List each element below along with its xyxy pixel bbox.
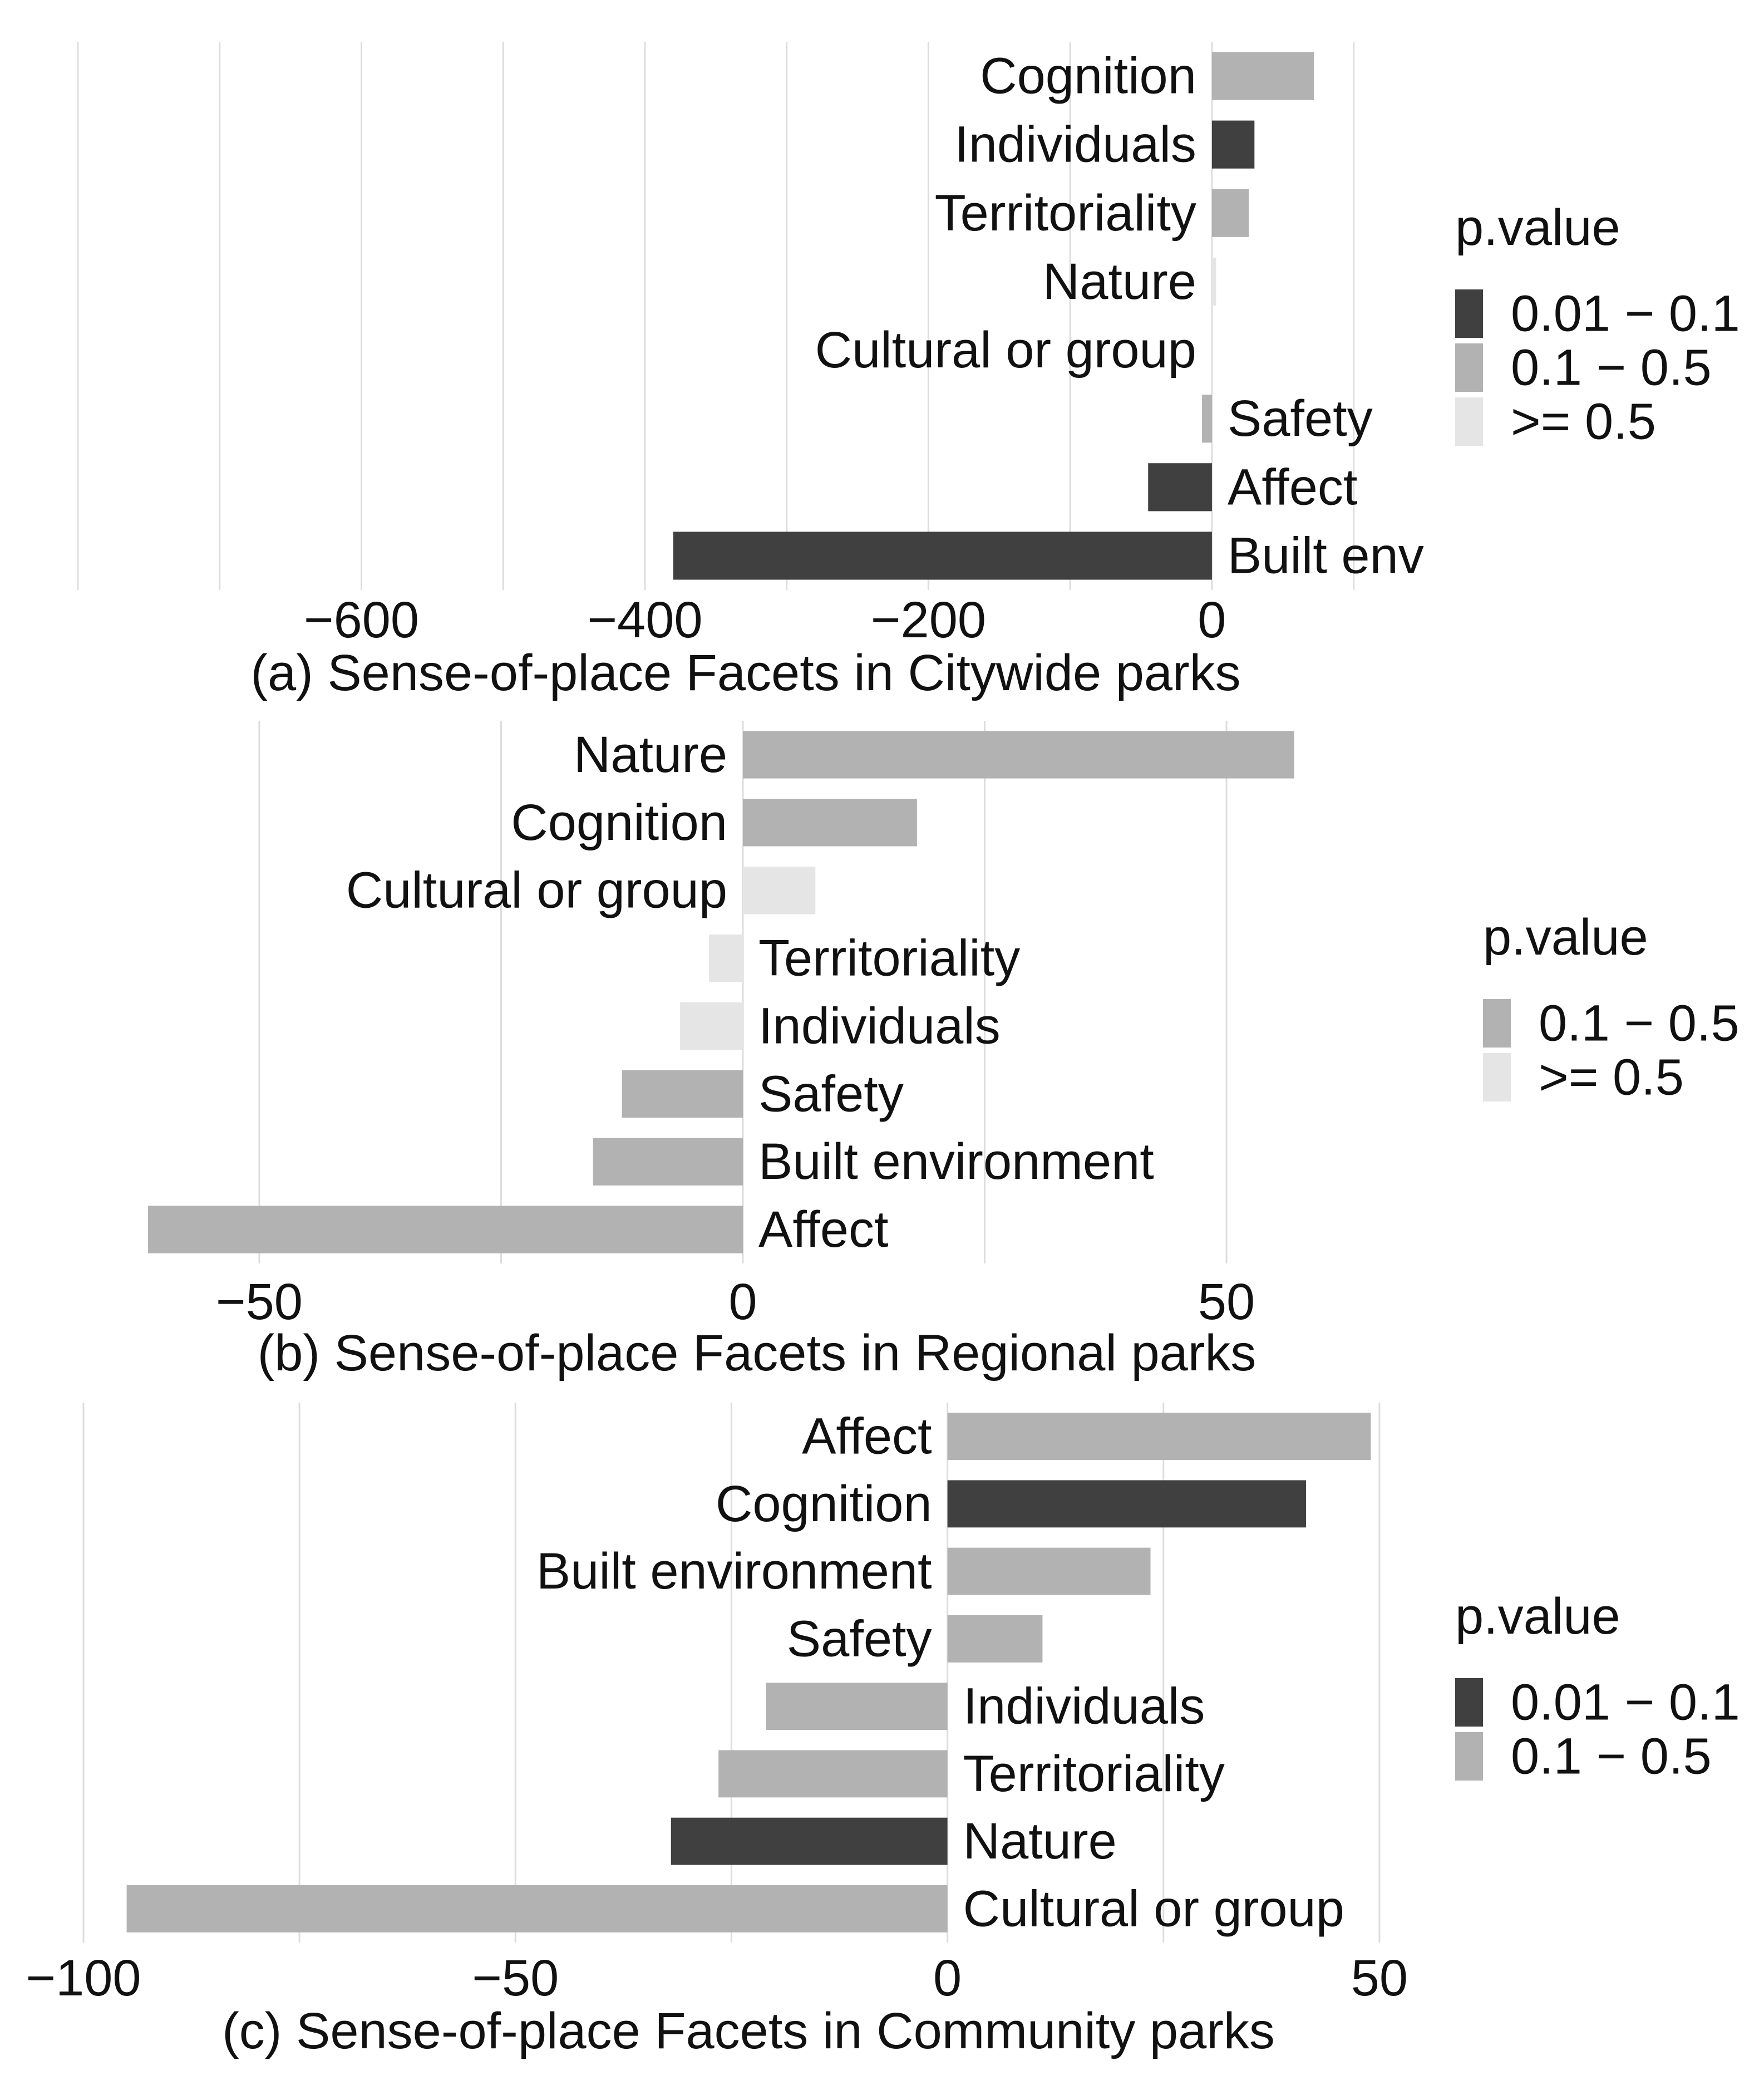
category-label: Individuals	[963, 1678, 1205, 1735]
bar	[1202, 395, 1212, 443]
legend-swatch	[1455, 289, 1483, 338]
legend-label: >= 0.5	[1511, 394, 1656, 450]
chart-title: (c) Sense-of-place Facets in Community p…	[222, 2003, 1275, 2059]
bar	[671, 1817, 948, 1865]
tick-label: −200	[871, 592, 986, 648]
legend-label: 0.1 − 0.5	[1511, 1728, 1712, 1785]
tick-label: −600	[304, 592, 419, 648]
legend-swatch	[1483, 999, 1511, 1048]
category-label: Built environment	[758, 1133, 1154, 1190]
category-label: Territoriality	[758, 930, 1020, 987]
tick-label: 0	[728, 1273, 757, 1330]
bar	[1211, 257, 1216, 306]
chart-panel-3: Affect Cognition Built environment Safety In…	[26, 1403, 1740, 2059]
bar	[1211, 52, 1314, 100]
bar	[947, 1480, 1306, 1528]
bar	[1211, 189, 1249, 237]
legend: p.value 0.01 − 0.10.1 − 0.5>= 0.5	[1455, 199, 1740, 450]
legend-label: 0.1 − 0.5	[1539, 995, 1740, 1052]
category-label: Individuals	[954, 116, 1196, 173]
category-label: Cultural or group	[963, 1880, 1344, 1937]
bar	[743, 867, 816, 914]
tick-label: 0	[933, 1950, 962, 2007]
bar	[126, 1885, 948, 1933]
gridlines	[77, 42, 1355, 590]
legend: p.value 0.01 − 0.10.1 − 0.5	[1455, 1588, 1740, 1785]
tick-label: 0	[1198, 592, 1226, 648]
legend-title: p.value	[1455, 1588, 1620, 1645]
bar	[680, 1002, 743, 1050]
bar	[673, 532, 1212, 580]
bar	[743, 799, 917, 847]
tick-label: 50	[1198, 1273, 1255, 1330]
bar	[947, 1413, 1371, 1461]
category-label: Built envi	[1228, 527, 1435, 584]
bar	[947, 1547, 1151, 1595]
bar	[148, 1206, 743, 1253]
category-label: Individuals	[758, 997, 1001, 1054]
chart-panel-1: Cognition Individuals Territoriality Nature…	[77, 42, 1740, 701]
category-label: Territoriality	[935, 185, 1196, 242]
bar	[1211, 120, 1255, 169]
bar	[709, 934, 743, 982]
category-label: Affect	[758, 1201, 889, 1258]
category-label: Safety	[1228, 390, 1373, 447]
legend-swatch	[1455, 1678, 1483, 1727]
legend-swatch	[1455, 1732, 1483, 1781]
category-label: Cognition	[716, 1476, 932, 1532]
bar	[718, 1750, 948, 1798]
category-label: Built environment	[536, 1543, 932, 1600]
category-label: Affect	[1228, 459, 1358, 515]
tick-label: −50	[472, 1950, 559, 2007]
legend: p.value 0.1 − 0.5>= 0.5	[1483, 909, 1740, 1106]
legend-swatch	[1455, 343, 1483, 392]
category-label: Nature	[1043, 253, 1196, 310]
tick-label: −50	[216, 1273, 303, 1330]
legend-title: p.value	[1455, 199, 1620, 256]
bar	[1148, 463, 1212, 512]
category-label: Cultural or group	[346, 862, 727, 919]
tick-label: −100	[26, 1950, 141, 2007]
bar	[593, 1138, 743, 1186]
bar	[947, 1615, 1043, 1663]
category-label: Cognition	[511, 794, 727, 851]
legend-label: >= 0.5	[1539, 1049, 1684, 1106]
legend-title: p.value	[1483, 909, 1648, 966]
category-label: Cognition	[980, 48, 1196, 105]
legend-label: 0.01 − 0.1	[1511, 1674, 1740, 1731]
category-label: Safety	[758, 1065, 904, 1122]
chart-panel-2: Nature Cognition Cultural or group Territor…	[148, 721, 1740, 1381]
chart-title: (b) Sense-of-place Facets in Regional pa…	[258, 1325, 1257, 1381]
legend-label: 0.01 − 0.1	[1511, 286, 1740, 342]
category-label: Affect	[802, 1408, 932, 1465]
bar	[622, 1070, 743, 1118]
legend-swatch	[1455, 397, 1483, 446]
tick-label: 50	[1351, 1950, 1408, 2007]
legend-label: 0.1 − 0.5	[1511, 340, 1712, 396]
tick-label: −400	[587, 592, 702, 648]
category-label: Nature	[963, 1813, 1117, 1870]
chart-title: (a) Sense-of-place Facets in Citywide pa…	[250, 645, 1240, 701]
category-label: Nature	[574, 726, 727, 783]
category-label: Territoriality	[963, 1745, 1225, 1802]
category-label: Safety	[787, 1610, 932, 1667]
legend-swatch	[1483, 1053, 1511, 1102]
category-label: Cultural or group	[815, 322, 1196, 378]
bar	[743, 731, 1294, 779]
bar	[766, 1683, 948, 1730]
